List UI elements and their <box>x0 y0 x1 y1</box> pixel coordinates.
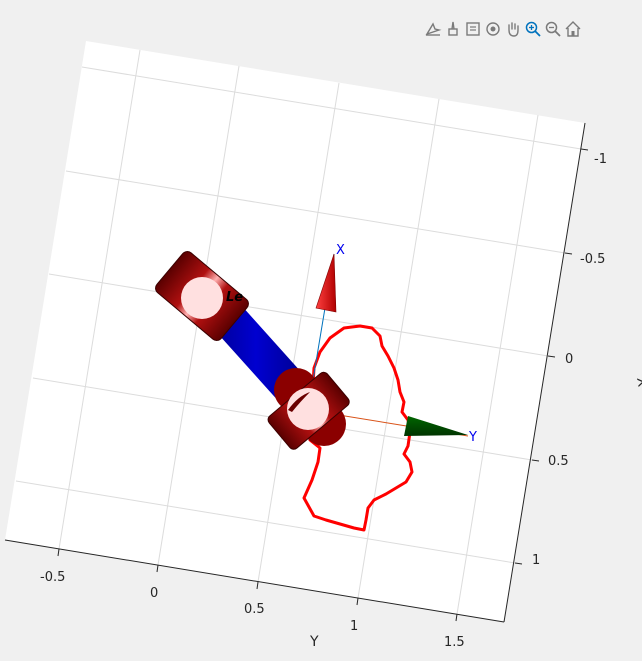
tick-marks <box>57 148 589 622</box>
zoom-out-icon[interactable] <box>544 18 562 40</box>
frame-y-arrow <box>404 416 468 436</box>
frame-y-label: Y <box>468 430 477 445</box>
grid-lines <box>15 49 582 615</box>
y-axis-label: Y <box>309 634 319 650</box>
zoom-in-icon[interactable] <box>524 18 542 40</box>
base-joint-marker <box>181 277 223 319</box>
y-tick-label: 0.5 <box>244 602 265 617</box>
link-plot-icon[interactable] <box>464 18 482 40</box>
axes-background <box>5 41 585 622</box>
frame-x-label: X <box>336 243 345 258</box>
end-joint-marker <box>287 388 329 430</box>
link-label: Le <box>226 290 243 305</box>
brush-icon[interactable] <box>444 18 462 40</box>
data-tip-icon[interactable] <box>424 18 442 40</box>
home-icon[interactable] <box>564 18 582 40</box>
axes-toolbar <box>424 18 582 40</box>
x-axis-line <box>503 122 586 623</box>
y-tick-label: 1 <box>350 619 358 634</box>
x-tick-label: 1 <box>532 553 540 568</box>
x-tick-label: 0 <box>565 352 573 367</box>
y-tick-label: 1.5 <box>444 635 465 650</box>
y-axis-line <box>4 539 505 623</box>
mesh-outline <box>302 324 414 532</box>
frame-x-arrow <box>315 253 337 313</box>
end-joint-cut <box>288 392 310 412</box>
x-tick-label: -0.5 <box>580 252 605 267</box>
rotate-3d-icon[interactable] <box>484 18 502 40</box>
x-tick-label: 0.5 <box>548 454 569 469</box>
x-tick-label: -1 <box>594 152 607 167</box>
x-axis-label: X <box>633 376 642 389</box>
y-tick-label: -0.5 <box>40 570 65 585</box>
pan-icon[interactable] <box>504 18 522 40</box>
y-tick-label: 0 <box>150 586 158 601</box>
